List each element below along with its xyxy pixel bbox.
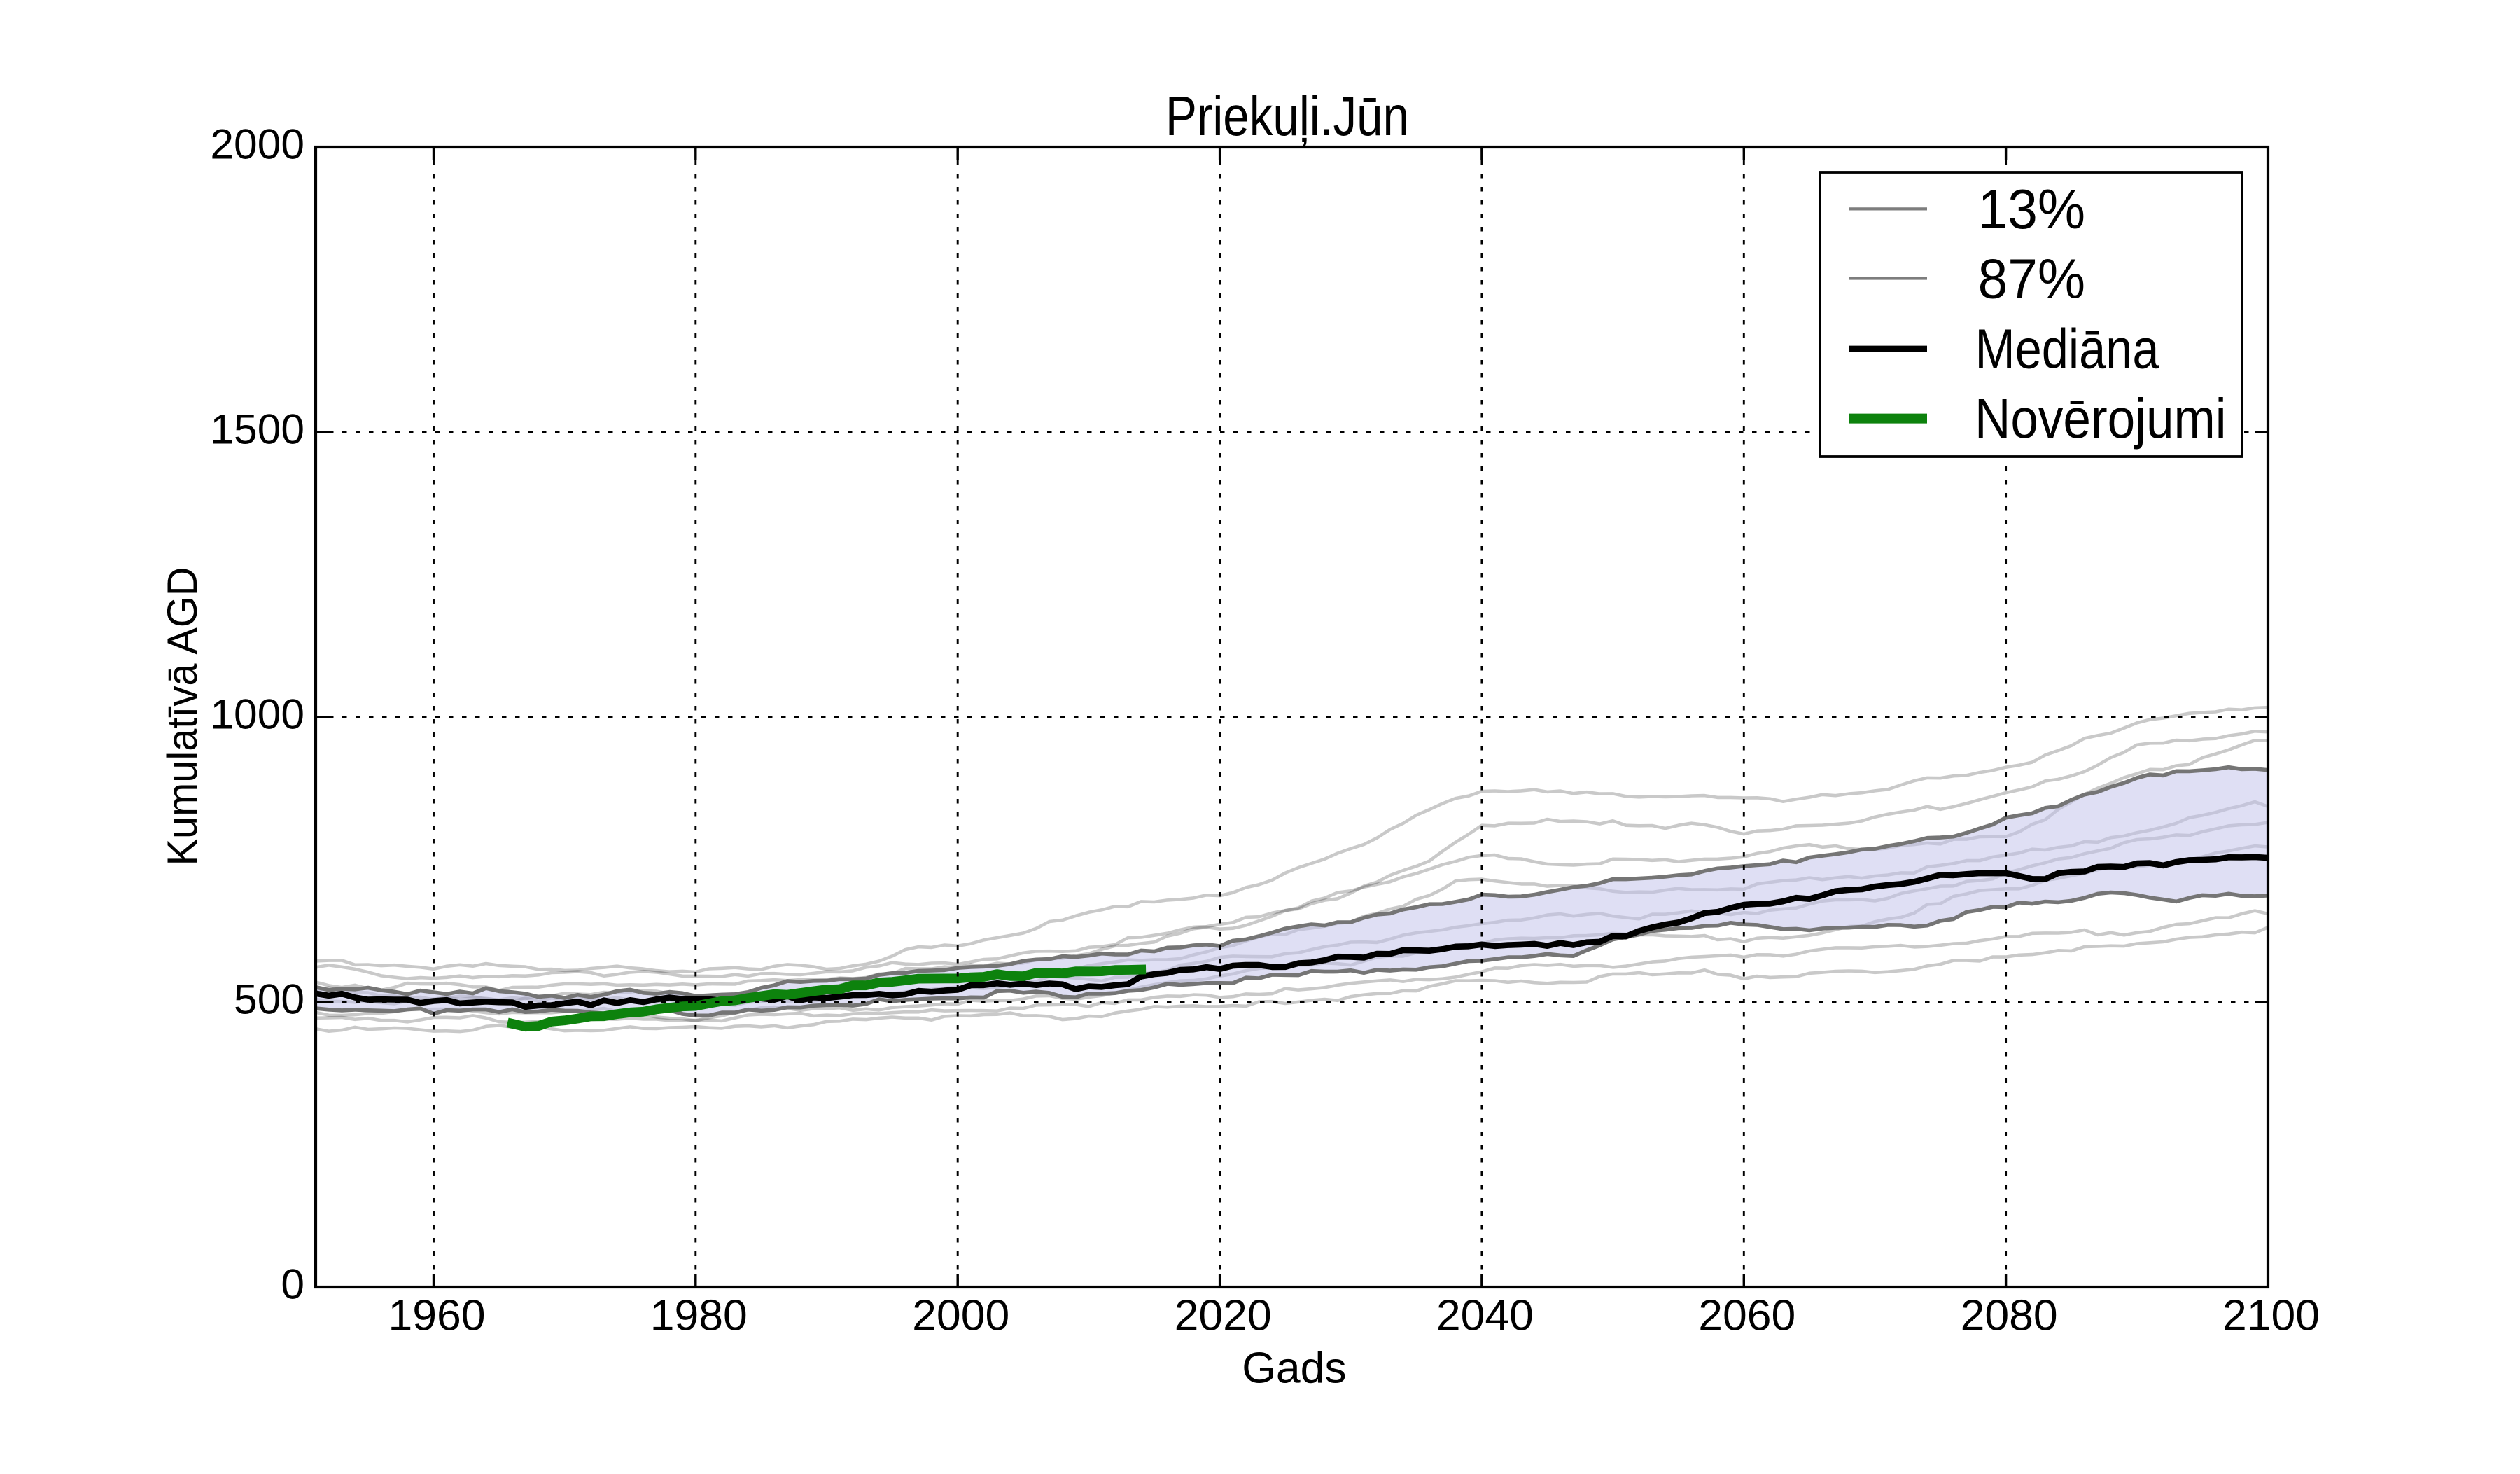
svg-text:Kumulatīvā AGD: Kumulatīvā AGD xyxy=(159,567,206,866)
svg-text:2100: 2100 xyxy=(2222,1291,2320,1340)
svg-text:2000: 2000 xyxy=(210,120,304,168)
svg-text:1960: 1960 xyxy=(388,1291,485,1340)
svg-text:1500: 1500 xyxy=(210,405,304,453)
svg-text:2000: 2000 xyxy=(912,1291,1009,1340)
svg-text:87%: 87% xyxy=(1978,248,2086,310)
svg-text:2080: 2080 xyxy=(1961,1291,2058,1340)
svg-text:Mediāna: Mediāna xyxy=(1975,317,2160,380)
svg-text:500: 500 xyxy=(234,975,304,1023)
svg-text:2040: 2040 xyxy=(1436,1291,1534,1340)
svg-text:1980: 1980 xyxy=(650,1291,748,1340)
svg-text:2060: 2060 xyxy=(1698,1291,1795,1340)
svg-text:Priekuļi.Jūn: Priekuļi.Jūn xyxy=(1166,85,1409,147)
svg-text:0: 0 xyxy=(281,1260,304,1308)
svg-text:2020: 2020 xyxy=(1175,1291,1272,1340)
svg-text:1000: 1000 xyxy=(210,690,304,738)
svg-text:Novērojumi: Novērojumi xyxy=(1975,387,2227,450)
svg-text:Gads: Gads xyxy=(1242,1344,1346,1393)
svg-text:13%: 13% xyxy=(1978,178,2086,240)
